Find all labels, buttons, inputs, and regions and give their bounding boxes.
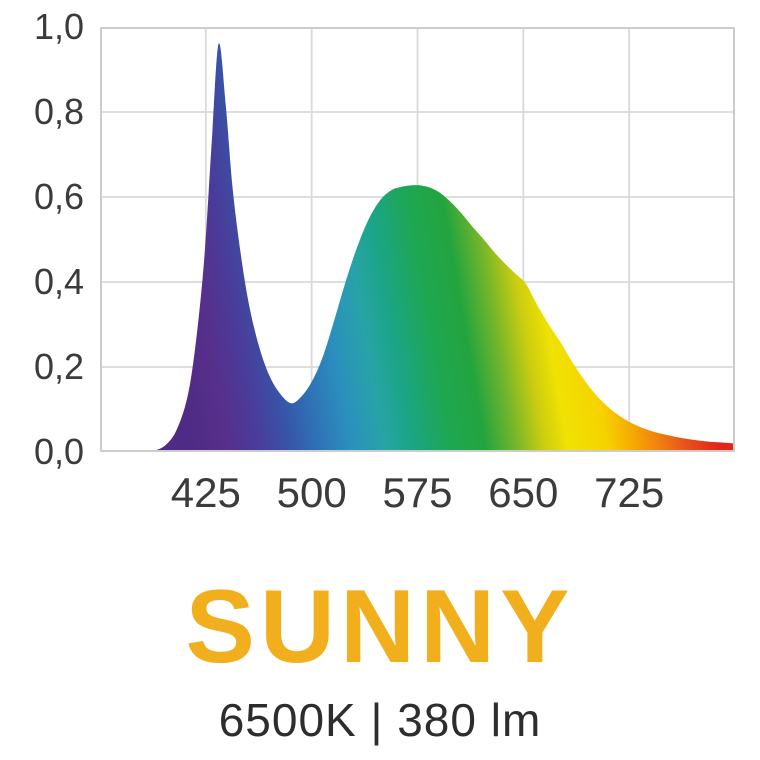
plot-border [100,27,735,452]
x-tick-label: 575 [382,469,453,516]
x-tick-label: 725 [594,469,665,516]
y-tick-label: 0,8 [33,91,84,132]
spectral-chart-plot-area [100,27,735,452]
x-tick-label: 500 [276,469,347,516]
product-name-title: SUNNY [185,569,575,685]
spectrum-svg [100,27,735,452]
x-tick-label: 425 [170,469,241,516]
y-tick-label: 0,4 [33,261,84,302]
spectral-power-curve [142,43,735,452]
product-specs-text: 6500K | 380 lm [218,694,542,746]
y-tick-label: 0,6 [33,176,84,217]
y-tick-label: 0,0 [33,431,84,472]
y-tick-label: 1,0 [33,6,84,47]
x-tick-label: 650 [488,469,559,516]
y-tick-label: 0,2 [33,346,84,387]
